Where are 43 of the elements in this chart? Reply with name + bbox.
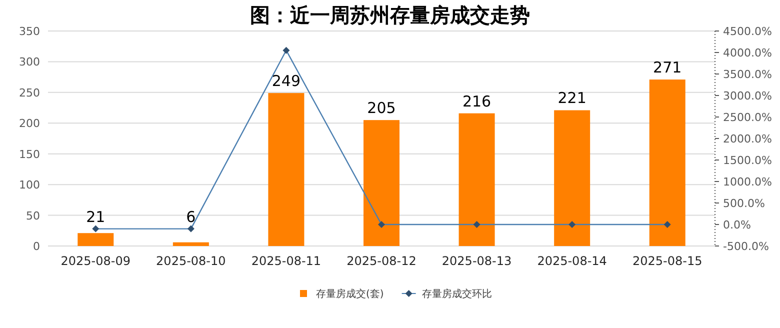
y2-tick-label: 1000.0%: [723, 176, 772, 188]
y2-tick-label: 3500.0%: [723, 68, 772, 81]
x-tick-label: 2025-08-11: [251, 254, 322, 268]
y-tick-label: 300: [19, 56, 40, 69]
y-tick-label: 150: [19, 148, 40, 161]
x-tick-label: 2025-08-14: [537, 254, 607, 268]
bar: [78, 233, 114, 246]
x-tick-label: 2025-08-09: [60, 254, 131, 268]
y-tick-label: 350: [19, 25, 40, 38]
data-label: 216: [462, 92, 492, 110]
data-label: 205: [367, 99, 396, 118]
y2-tick-label: 3000.0%: [723, 90, 772, 102]
x-tick-label: 2025-08-10: [156, 254, 226, 268]
bar: [268, 93, 304, 246]
y-tick-label: 100: [19, 178, 40, 192]
x-tick-label: 2025-08-13: [442, 254, 512, 268]
y2-tick-label: 4000.0%: [723, 46, 772, 60]
data-label: 249: [272, 72, 301, 90]
y2-tick-label: 2500.0%: [723, 111, 772, 124]
y-tick-label: 0: [33, 240, 40, 253]
legend-label: 存量房成交环比: [422, 288, 492, 300]
legend-label: 存量房成交(套): [316, 288, 384, 300]
y-tick-label: 50: [26, 209, 40, 222]
bar: [649, 80, 686, 246]
y2-tick-label: 0.0%: [723, 218, 751, 232]
y2-tick-label: 2000.0%: [723, 132, 772, 146]
y2-tick-label: 4500.0%: [723, 25, 772, 38]
y2-tick-label: 1500.0%: [723, 154, 772, 167]
y2-tick-label: -500.0%: [723, 240, 769, 253]
y-tick-label: 250: [19, 86, 40, 100]
x-tick-label: 2025-08-15: [632, 254, 702, 268]
x-tick-label: 2025-08-12: [346, 254, 416, 268]
bar: [554, 110, 590, 246]
data-label: 221: [558, 89, 586, 108]
y2-tick-label: 500.0%: [723, 197, 765, 210]
data-label: 21: [86, 208, 106, 226]
y-tick-label: 200: [19, 117, 40, 130]
bar: [172, 242, 209, 246]
bar: [458, 113, 495, 246]
data-label: 271: [653, 58, 682, 77]
bar: [364, 120, 400, 246]
chart-title: 图：近一周苏州存量房成交走势: [250, 3, 530, 27]
data-label: 6: [186, 208, 196, 226]
